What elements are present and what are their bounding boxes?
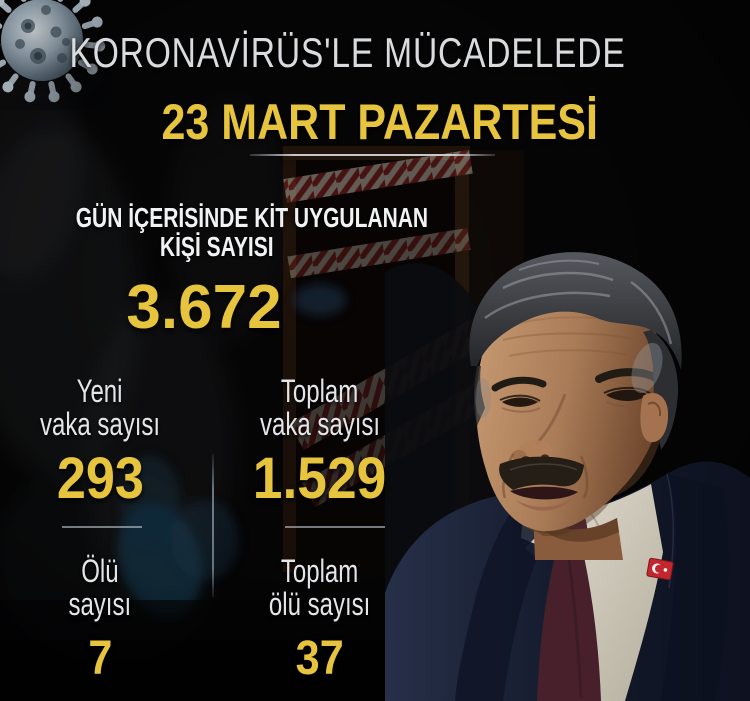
deaths-divider-left: [62, 526, 142, 528]
test-count-label: GÜN İÇERİSİNDE KİT UYGULANAN KİŞİ SAYISI: [17, 202, 429, 262]
column-divider: [212, 454, 214, 597]
stat-new-cases-value: 293: [56, 446, 144, 511]
campaign-title-text: KORONAVİRÜS'LE MÜCADELEDE: [69, 29, 627, 76]
test-count-label-line2: KİŞİ SAYISI: [160, 231, 274, 262]
date-title-text: 23 MART PAZARTESİ: [161, 94, 599, 150]
stat-total-cases-value: 1.529: [253, 446, 387, 511]
title-underline: [250, 154, 495, 156]
coronavirus-icon: [0, 0, 112, 110]
turkish-flag-pin: [646, 557, 674, 581]
stat-deaths-label: Ölü sayısı: [68, 553, 132, 622]
deaths-divider-right: [285, 526, 385, 528]
stat-new-cases-label: Yeni vaka sayısı: [39, 373, 161, 442]
stat-deaths-value: 7: [87, 632, 113, 685]
stat-total-cases-label: Toplam vaka sayısı: [259, 373, 381, 442]
minister-portrait-photo: [385, 252, 750, 701]
stat-total-deaths-label: Toplam ölü sayısı: [269, 553, 371, 622]
test-count-value: 3.672: [126, 273, 282, 342]
date-title: 23 MART PAZARTESİ: [5, 96, 750, 148]
campaign-title: KORONAVİRÜS'LE MÜCADELEDE: [0, 29, 723, 77]
test-count-label-line1: GÜN İÇERİSİNDE KİT UYGULANAN: [75, 202, 429, 233]
stat-total-deaths-value: 37: [295, 632, 345, 685]
